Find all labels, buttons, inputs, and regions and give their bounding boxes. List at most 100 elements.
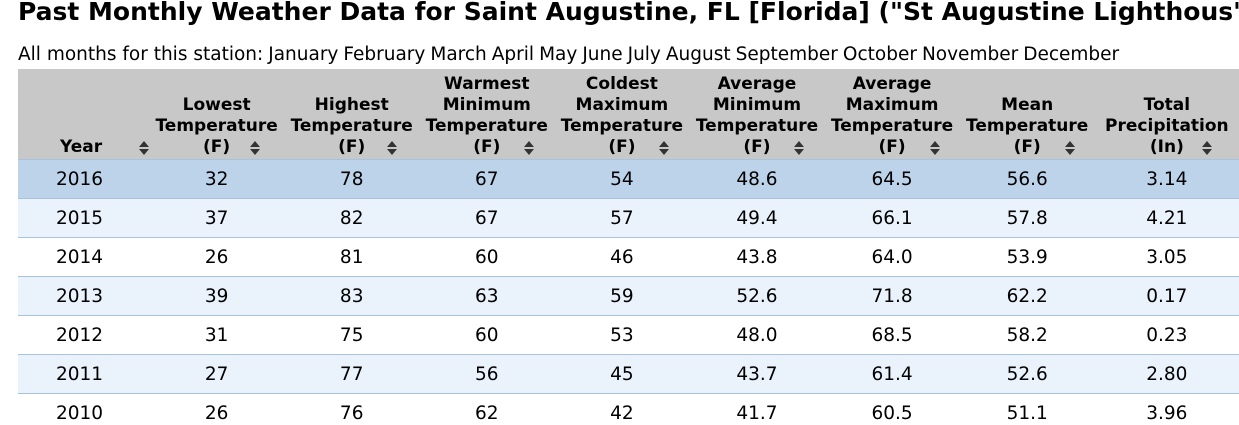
column-header-line: Maximum [845,95,939,115]
column-header-line: (F) [1013,137,1041,157]
month-link-february[interactable]: February [343,44,426,65]
table-row: 2013 39 83 63 59 52.6 71.8 62.2 0.17 [18,276,1239,316]
year-cell: 2015 [18,198,150,238]
column-header-label: Warmest Minimum Temperature (F) [419,74,554,159]
table-cell: 57.8 [959,198,1095,238]
column-header-label: Average Minimum Temperature (F) [689,74,824,159]
table-row: 2012 31 75 60 53 48.0 68.5 58.2 0.23 [18,315,1239,355]
column-header-line: (F) [878,137,906,157]
column-header-line: Average [717,74,797,94]
sort-up-down-icon[interactable] [386,140,398,156]
table-cell: 62.2 [959,276,1095,316]
column-header-lowest-temperature-f[interactable]: Lowest Temperature (F) [149,69,285,160]
month-link-april[interactable]: April [491,44,535,65]
table-cell: 41.7 [689,393,825,425]
table-cell: 56 [419,354,555,394]
month-link-august[interactable]: August [665,44,731,65]
table-cell: 66.1 [824,198,960,238]
table-cell: 58.2 [959,315,1095,355]
table-cell: 67 [419,198,555,238]
column-header-average-maximum-temperature-f[interactable]: Average Maximum Temperature (F) [824,69,960,160]
table-cell: 26 [149,393,285,425]
column-header-line: Temperature [830,116,954,136]
table-cell: 57 [554,198,690,238]
year-cell: 2011 [18,354,150,394]
table-cell: 52.6 [689,276,825,316]
table-cell: 51.1 [959,393,1095,425]
sort-up-down-icon[interactable] [658,140,670,156]
column-header-line: Temperature [560,116,684,136]
column-header-line: Coldest [585,74,658,94]
column-header-label: Coldest Maximum Temperature (F) [554,74,689,159]
column-header-average-minimum-temperature-f[interactable]: Average Minimum Temperature (F) [689,69,825,160]
column-header-line: (F) [608,137,636,157]
column-header-line: (In) [1149,137,1184,157]
table-cell: 27 [149,354,285,394]
column-header-label: Average Maximum Temperature (F) [825,74,960,159]
table-cell: 3.05 [1094,237,1239,277]
column-header-warmest-minimum-temperature-f[interactable]: Warmest Minimum Temperature (F) [419,69,555,160]
column-header-label: Total Precipitation (In) [1095,95,1239,159]
table-cell: 68.5 [824,315,960,355]
table-cell: 43.7 [689,354,825,394]
month-link-june[interactable]: June [582,44,623,65]
table-cell: 4.21 [1094,198,1239,238]
table-cell: 67 [419,159,555,199]
column-header-line: Minimum [712,95,802,115]
page-title: Past Monthly Weather Data for Saint Augu… [18,0,1239,26]
column-header-year[interactable]: Year [18,69,150,160]
table-cell: 43.8 [689,237,825,277]
column-header-coldest-maximum-temperature-f[interactable]: Coldest Maximum Temperature (F) [554,69,690,160]
table-cell: 0.17 [1094,276,1239,316]
table-cell: 60.5 [824,393,960,425]
month-link-december[interactable]: December [1023,44,1120,65]
column-header-line: Minimum [442,95,531,115]
month-link-may[interactable]: May [539,44,578,65]
table-cell: 63 [419,276,555,316]
table-header-row: Year Lowest Temperature (F) Highest Temperatu… [18,69,1239,160]
weather-table-container: Year Lowest Temperature (F) Highest Temperatu… [18,69,1239,425]
year-cell: 2014 [18,237,150,277]
month-link-september[interactable]: September [735,44,838,65]
table-cell: 52.6 [959,354,1095,394]
table-cell: 48.6 [689,159,825,199]
sort-up-down-icon[interactable] [929,140,941,156]
sort-up-down-icon[interactable] [1201,140,1213,156]
months-label: All months for this station: [18,44,264,65]
column-header-line: (F) [743,137,771,157]
column-header-mean-temperature-f[interactable]: Mean Temperature (F) [959,69,1095,160]
table-cell: 81 [284,237,420,277]
sort-up-down-icon[interactable] [138,140,150,156]
table-body: 2016 32 78 67 54 48.6 64.5 56.6 3.14 2015 37 82 67 57… [18,159,1239,425]
table-cell: 48.0 [689,315,825,355]
month-link-march[interactable]: March [430,44,487,65]
table-cell: 75 [284,315,420,355]
column-header-total-precipitation-in[interactable]: Total Precipitation (In) [1094,69,1239,160]
table-cell: 42 [554,393,690,425]
column-header-line: Precipitation [1105,116,1229,136]
table-cell: 53.9 [959,237,1095,277]
month-link-list: January February March April May June July Augu… [263,44,1119,65]
sort-up-down-icon[interactable] [1064,140,1076,156]
table-cell: 77 [284,354,420,394]
month-link-january[interactable]: January [268,44,339,65]
column-header-line: Temperature [155,116,278,136]
year-cell: 2016 [18,159,150,199]
column-header-line: Highest [314,95,389,115]
month-link-november[interactable]: November [921,44,1019,65]
month-link-october[interactable]: October [842,44,917,65]
table-cell: 64.5 [824,159,960,199]
table-cell: 45 [554,354,690,394]
table-cell: 78 [284,159,420,199]
column-header-highest-temperature-f[interactable]: Highest Temperature (F) [284,69,420,160]
column-header-line: (F) [473,137,501,157]
sort-up-down-icon[interactable] [523,140,535,156]
sort-up-down-icon[interactable] [793,140,805,156]
table-row: 2016 32 78 67 54 48.6 64.5 56.6 3.14 [18,159,1239,199]
sort-up-down-icon[interactable] [249,140,261,156]
month-link-july[interactable]: July [627,44,661,65]
table-cell: 64.0 [824,237,960,277]
column-header-label: Year [18,137,149,159]
table-cell: 37 [149,198,285,238]
column-header-line: Temperature [695,116,819,136]
